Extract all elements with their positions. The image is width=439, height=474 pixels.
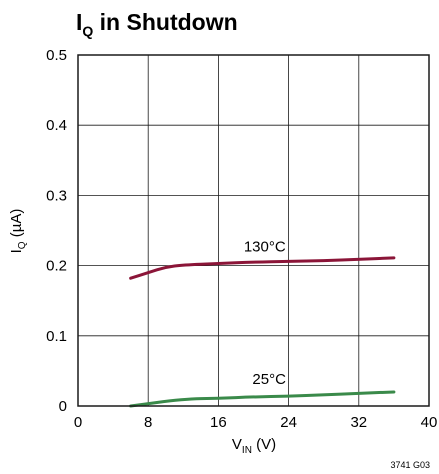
series-line-0 (129, 256, 396, 280)
y-tick-label: 0.2 (46, 258, 67, 275)
x-axis-label: VIN (V) (232, 436, 276, 456)
y-tick-label: 0.1 (46, 328, 67, 345)
x-tick-label: 32 (350, 414, 367, 431)
figure-id: 3741 G03 (390, 460, 430, 470)
series-annotations: 130°C 25°C (244, 238, 286, 388)
series-label-0: 130°C (244, 238, 286, 255)
x-tick-label: 8 (144, 414, 152, 431)
x-tick-label: 16 (210, 414, 227, 431)
y-tick-label: 0.5 (46, 47, 67, 64)
x-tick-label: 24 (280, 414, 297, 431)
y-tick-label: 0.3 (46, 187, 67, 204)
tick-labels: 0 8 16 24 32 40 0 0.1 0.2 0.3 0.4 0.5 (46, 47, 437, 431)
plot-frame (77, 54, 430, 407)
series-line-1 (129, 390, 396, 408)
chart-title: IQ in Shutdown (76, 9, 238, 39)
y-tick-label: 0 (59, 398, 67, 415)
x-tick-label: 0 (74, 414, 82, 431)
y-tick-label: 0.4 (46, 117, 67, 134)
x-tick-label: 40 (421, 414, 438, 431)
grid (77, 54, 430, 407)
y-axis-label: IQ (µA) (8, 209, 28, 254)
series-lines (129, 256, 396, 408)
series-label-1: 25°C (252, 371, 286, 388)
